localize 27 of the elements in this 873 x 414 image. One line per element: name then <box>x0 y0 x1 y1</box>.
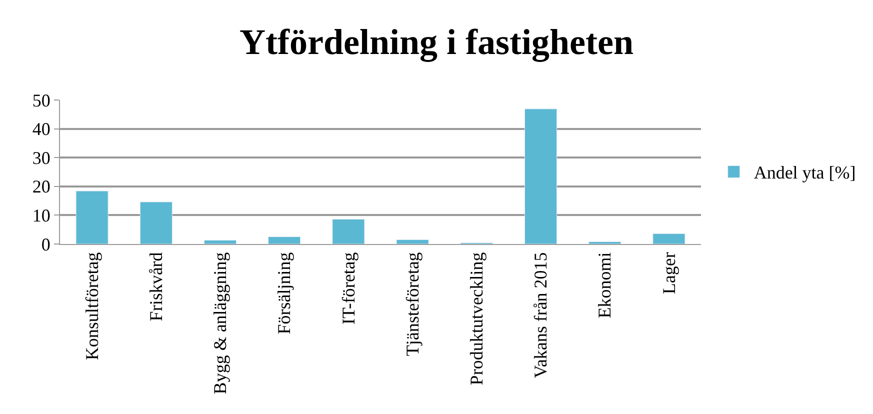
chart-title: Ytfördelning i fastigheten <box>240 22 634 62</box>
x-tick-label: Produktutveckling <box>466 252 486 386</box>
bar <box>396 239 429 244</box>
y-tick-label: 20 <box>32 176 50 197</box>
x-tick-label: Försäljning <box>274 252 294 334</box>
x-tick-label: Lager <box>658 252 679 294</box>
legend-label: Andel yta [%] <box>754 162 856 183</box>
x-tick-label: Konsultföretag <box>82 252 102 360</box>
bar <box>76 190 108 244</box>
x-tick-label: IT-företag <box>338 252 358 325</box>
y-tick-label: 40 <box>32 119 50 140</box>
x-tick-label: Tjänsteföretag <box>402 252 422 356</box>
x-tick-label: Vakans från 2015 <box>530 252 551 378</box>
y-tick-label: 50 <box>32 90 50 110</box>
bar <box>524 108 558 244</box>
x-tick-label: Ekonomi <box>594 252 615 318</box>
bar <box>652 233 686 244</box>
bar <box>204 240 237 244</box>
y-tick-label: 30 <box>32 148 50 168</box>
x-tick-label: Friskvård <box>146 252 166 322</box>
y-tick-label: 0 <box>41 234 50 254</box>
y-tick-label: 10 <box>32 206 50 226</box>
bar <box>332 218 365 244</box>
x-tick-label: Bygg & anläggning <box>210 252 230 394</box>
bar <box>588 241 622 244</box>
bar <box>140 202 172 244</box>
bar <box>268 236 301 244</box>
